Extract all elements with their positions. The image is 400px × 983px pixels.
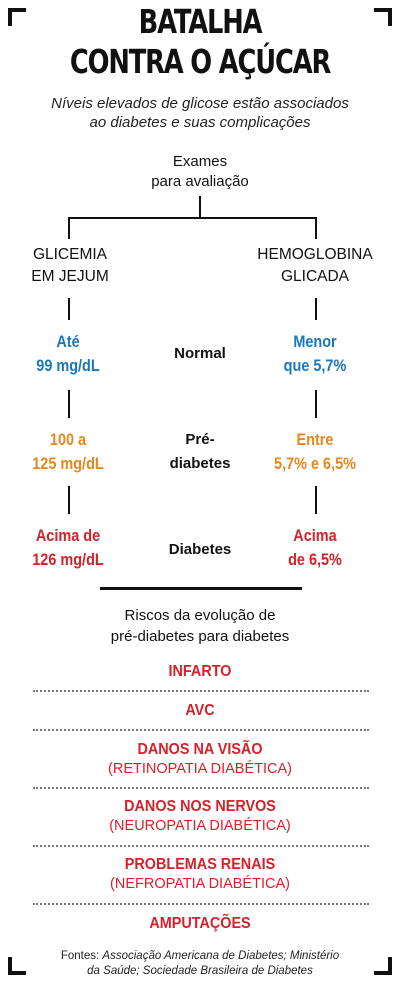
hemoglobina-normal-line-1: Menor xyxy=(293,332,337,351)
glicemia-normal-line-2: 99 mg/dL xyxy=(36,356,100,375)
hemoglobina-prediabetes-line-2: 5,7% e 6,5% xyxy=(274,454,356,473)
risk-item-problemas-renais-sub: (NEFROPATIA DIABÉTICA) xyxy=(110,876,290,892)
title-line-2: CONTRA O AÇÚCAR xyxy=(69,42,331,81)
column-header-hemoglobina-line-1: HEMOGLOBINA xyxy=(257,246,373,263)
risk-item-infarto-label: INFARTO xyxy=(168,663,232,680)
corner-mark-top-right xyxy=(374,8,392,26)
row-label-prediabetes-line-1: Pré- xyxy=(185,431,215,448)
connector-left-2 xyxy=(68,390,70,418)
riscos-heading-line-1: Riscos da evolução de xyxy=(124,607,276,624)
glicemia-prediabetes-line-2: 125 mg/dL xyxy=(32,454,104,473)
risk-item-danos-visao-sub: (RETINOPATIA DIABÉTICA) xyxy=(108,761,292,777)
riscos-heading: Riscos da evolução de pré-diabetes para … xyxy=(0,605,400,647)
corner-mark-top-left xyxy=(8,8,26,26)
subtitle: Níveis elevados de glicose estão associa… xyxy=(0,94,400,132)
risk-item-danos-nervos-sub: (NEUROPATIA DIABÉTICA) xyxy=(109,818,291,834)
hemoglobina-normal-line-2: que 5,7% xyxy=(283,356,347,375)
sources-text-2: da Saúde; Sociedade Brasileira de Diabet… xyxy=(87,965,313,977)
hemoglobina-normal-value: Menor que 5,7% xyxy=(260,330,371,378)
column-header-glicemia: GLICEMIA EM JEJUM xyxy=(0,244,140,288)
row-label-diabetes: Diabetes xyxy=(130,538,270,562)
risk-item-danos-visao-label: DANOS NA VISÃO xyxy=(137,741,263,758)
row-label-prediabetes-line-2: diabetes xyxy=(169,455,231,472)
riscos-heading-line-2: pré-diabetes para diabetes xyxy=(110,628,290,645)
row-label-normal-text: Normal xyxy=(174,345,226,362)
sources-note: Fontes: Associação Americana de Diabetes… xyxy=(0,949,400,979)
connector-left-down xyxy=(68,217,70,239)
connector-right-2 xyxy=(315,390,317,418)
risk-separator xyxy=(33,787,369,789)
subtitle-line-1: Níveis elevados de glicose estão associa… xyxy=(51,95,349,112)
risk-separator xyxy=(33,903,369,905)
connector-right-3 xyxy=(315,486,317,514)
risk-item-amputacoes: AMPUTAÇÕES xyxy=(0,914,400,934)
sources-label: Fontes: xyxy=(60,950,100,962)
row-label-prediabetes: Pré- diabetes xyxy=(130,428,270,476)
column-header-glicemia-line-2: EM JEJUM xyxy=(31,268,109,285)
connector-left-3 xyxy=(68,486,70,514)
risk-item-avc: AVC xyxy=(0,701,400,721)
hemoglobina-prediabetes-value: Entre 5,7% e 6,5% xyxy=(260,428,371,476)
connector-right-1 xyxy=(315,298,317,320)
glicemia-prediabetes-line-1: 100 a xyxy=(49,430,87,449)
risk-item-problemas-renais: PROBLEMAS RENAIS (NEFROPATIA DIABÉTICA) xyxy=(0,855,400,894)
exames-line-2: para avaliação xyxy=(151,173,249,190)
glicemia-normal-value: Até 99 mg/dL xyxy=(13,330,124,378)
risk-item-amputacoes-label: AMPUTAÇÕES xyxy=(149,915,251,932)
column-header-hemoglobina-line-2: GLICADA xyxy=(280,268,350,285)
connector-top xyxy=(199,196,201,218)
corner-mark-bottom-right xyxy=(374,957,392,975)
subtitle-line-2: ao diabetes e suas complicações xyxy=(89,114,311,131)
column-header-hemoglobina: HEMOGLOBINA GLICADA xyxy=(245,244,385,288)
risk-item-infarto: INFARTO xyxy=(0,662,400,682)
hemoglobina-prediabetes-line-1: Entre xyxy=(296,430,334,449)
risk-separator xyxy=(33,845,369,847)
risk-separator xyxy=(33,690,369,692)
connector-horizontal xyxy=(68,217,316,219)
connector-left-1 xyxy=(68,298,70,320)
row-label-diabetes-text: Diabetes xyxy=(168,541,232,558)
exames-line-1: Exames xyxy=(172,153,228,170)
risk-item-problemas-renais-label: PROBLEMAS RENAIS xyxy=(124,856,276,873)
glicemia-diabetes-value: Acima de 126 mg/dL xyxy=(13,524,124,572)
hemoglobina-diabetes-value: Acima de 6,5% xyxy=(260,524,371,572)
glicemia-diabetes-line-1: Acima de xyxy=(35,526,101,545)
row-label-normal: Normal xyxy=(130,342,270,366)
glicemia-diabetes-line-2: 126 mg/dL xyxy=(32,550,104,569)
hemoglobina-diabetes-line-1: Acima xyxy=(293,526,337,545)
section-divider xyxy=(100,587,302,590)
corner-mark-bottom-left xyxy=(8,957,26,975)
sources-line-2: da Saúde; Sociedade Brasileira de Diabet… xyxy=(0,964,400,979)
exames-heading: Exames para avaliação xyxy=(0,152,400,192)
column-header-glicemia-line-1: GLICEMIA xyxy=(32,246,108,263)
sources-text-1: Associação Americana de Diabetes; Minist… xyxy=(102,950,340,962)
risk-item-danos-visao: DANOS NA VISÃO (RETINOPATIA DIABÉTICA) xyxy=(0,740,400,779)
risk-item-avc-label: AVC xyxy=(185,702,215,719)
risk-item-danos-nervos: DANOS NOS NERVOS (NEUROPATIA DIABÉTICA) xyxy=(0,797,400,836)
hemoglobina-diabetes-line-2: de 6,5% xyxy=(288,550,342,569)
glicemia-normal-line-1: Até xyxy=(56,332,80,351)
connector-right-down xyxy=(315,217,317,239)
risk-item-danos-nervos-label: DANOS NOS NERVOS xyxy=(124,798,276,815)
sources-line-1: Fontes: Associação Americana de Diabetes… xyxy=(0,949,400,964)
risk-separator xyxy=(33,729,369,731)
glicemia-prediabetes-value: 100 a 125 mg/dL xyxy=(13,428,124,476)
title-line-1: BATALHA xyxy=(138,2,263,41)
